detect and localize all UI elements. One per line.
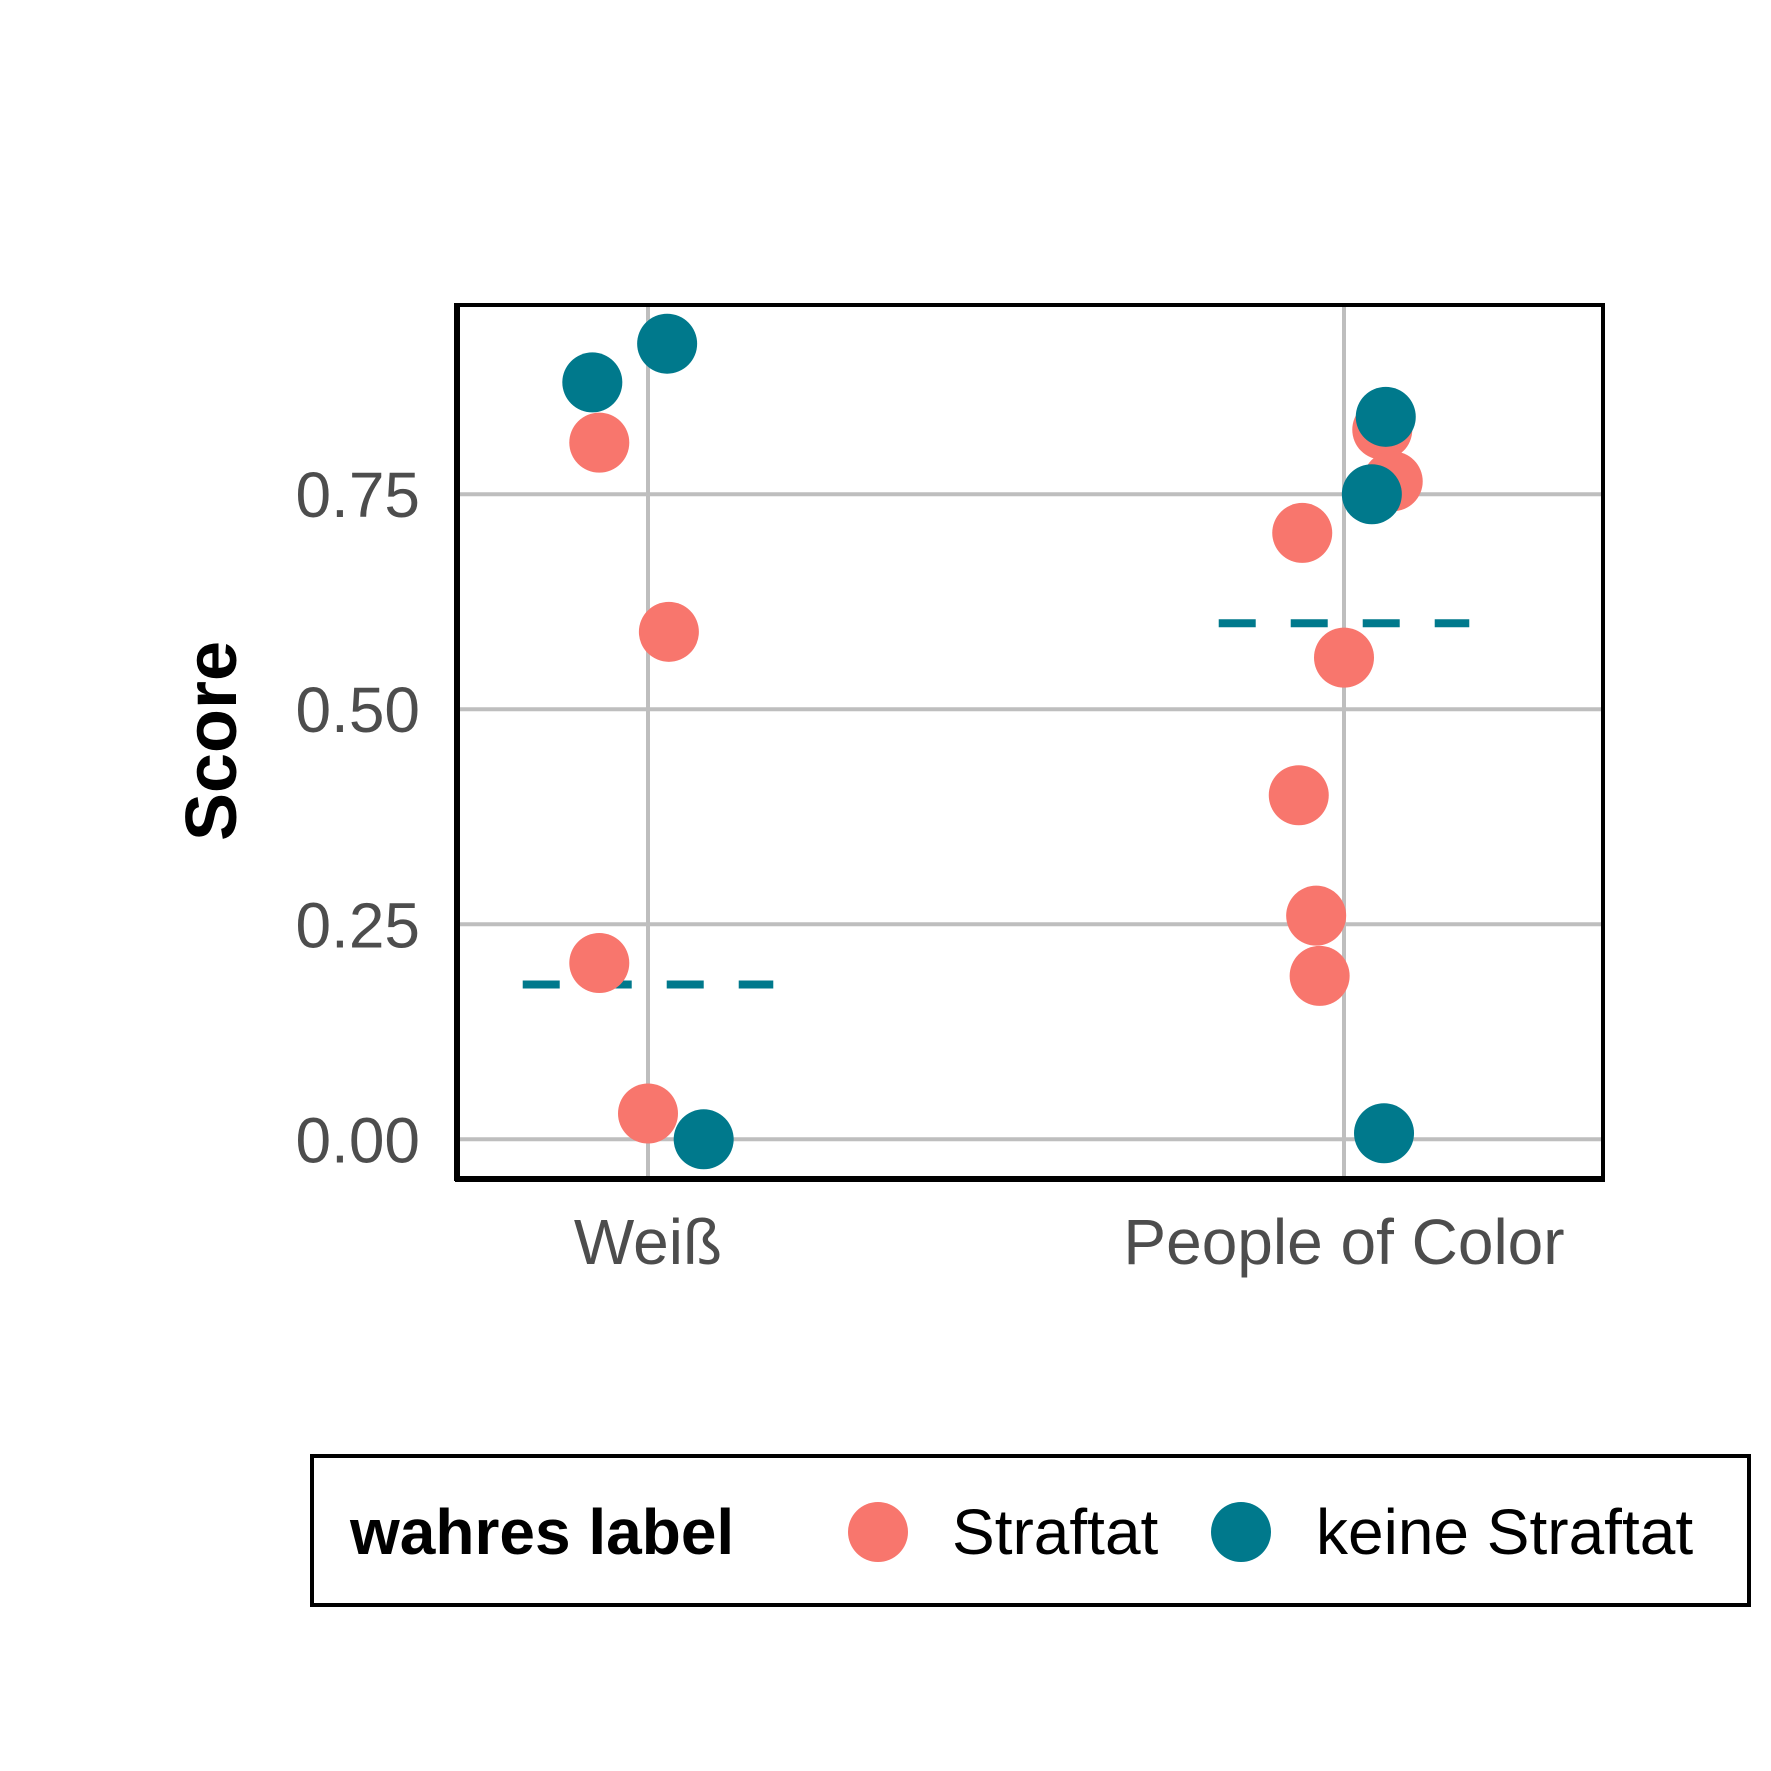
x-tick-labels: Weiß People of Color <box>574 1206 1565 1278</box>
panel-background <box>457 305 1603 1178</box>
point-straftat-wei-0 <box>569 412 630 473</box>
y-tick-labels: 0.00 0.25 0.50 0.75 <box>295 459 420 1176</box>
point-keine-straftat-wei-0 <box>562 352 623 413</box>
y-axis-label: Score <box>172 641 252 841</box>
y-tick-label-0-50: 0.50 <box>295 674 420 746</box>
point-straftat-people-of-color-8 <box>1289 945 1350 1006</box>
point-straftat-wei-2 <box>569 932 630 993</box>
legend-box <box>310 1454 1751 1607</box>
legend-swatch-keine-straftat <box>1211 1502 1271 1562</box>
legend: wahres label Straftat keine Straftat <box>310 1454 1751 1607</box>
legend-swatch-straftat <box>848 1502 908 1562</box>
legend-label-keine-straftat: keine Straftat <box>1316 1496 1693 1568</box>
point-keine-straftat-people-of-color-3 <box>1355 386 1416 447</box>
point-straftat-people-of-color-4 <box>1272 502 1333 563</box>
legend-label-straftat: Straftat <box>952 1496 1159 1568</box>
point-keine-straftat-people-of-color-5 <box>1354 1103 1415 1164</box>
point-straftat-people-of-color-5 <box>1314 627 1374 688</box>
legend-title: wahres label <box>349 1496 734 1568</box>
point-keine-straftat-people-of-color-4 <box>1341 464 1402 525</box>
point-keine-straftat-wei-1 <box>637 313 698 374</box>
point-straftat-wei-3 <box>618 1083 678 1144</box>
x-tick-label-wei: Weiß <box>574 1206 722 1278</box>
point-straftat-wei-1 <box>638 601 699 662</box>
point-straftat-people-of-color-6 <box>1268 765 1329 826</box>
y-tick-label-0-00: 0.00 <box>295 1104 420 1176</box>
x-tick-label-people-of-color: People of Color <box>1123 1206 1564 1278</box>
data-points <box>562 313 1423 1170</box>
point-straftat-people-of-color-7 <box>1286 885 1347 946</box>
point-keine-straftat-wei-2 <box>673 1109 734 1170</box>
y-tick-label-0-25: 0.25 <box>295 889 420 961</box>
y-tick-label-0-75: 0.75 <box>295 459 420 531</box>
